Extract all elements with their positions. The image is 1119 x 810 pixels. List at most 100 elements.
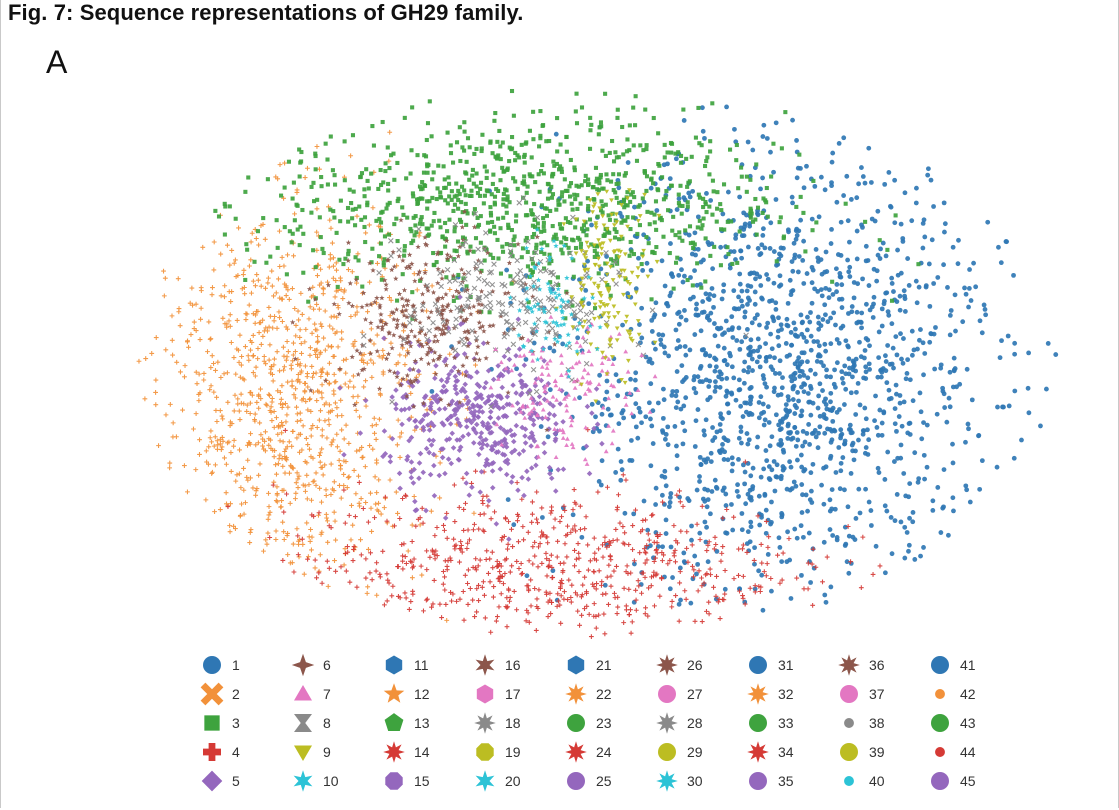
point-blue — [907, 481, 913, 486]
point-blue — [1005, 333, 1011, 339]
point-blue — [734, 338, 740, 343]
point-green — [640, 252, 645, 257]
point-blue — [673, 405, 679, 411]
point-brown — [422, 282, 429, 288]
point-red — [351, 547, 356, 552]
point-orange — [245, 353, 251, 359]
point-purple — [471, 416, 477, 423]
point-gray — [577, 307, 584, 314]
point-orange — [354, 280, 359, 286]
point-blue — [681, 377, 687, 382]
point-blue — [763, 448, 769, 453]
point-blue — [844, 559, 850, 565]
point-red — [324, 558, 330, 564]
point-red — [498, 591, 504, 597]
point-red — [525, 529, 531, 535]
point-blue — [747, 386, 753, 392]
point-orange — [334, 329, 340, 335]
point-orange — [275, 424, 281, 430]
point-purple — [417, 450, 424, 457]
point-red — [510, 544, 515, 549]
point-green — [592, 248, 597, 254]
point-green — [530, 234, 535, 240]
point-blue — [726, 327, 732, 333]
point-orange — [279, 405, 285, 410]
point-green — [574, 91, 579, 96]
point-orange — [328, 461, 334, 467]
point-red — [314, 575, 319, 581]
point-orange — [218, 447, 224, 452]
point-blue — [997, 355, 1003, 361]
point-gray — [488, 269, 495, 275]
point-orange — [322, 462, 328, 468]
point-orange — [286, 297, 292, 302]
point-purple — [498, 395, 504, 401]
point-green — [328, 134, 333, 139]
point-orange — [318, 374, 324, 379]
point-orange — [212, 509, 217, 515]
point-blue — [761, 122, 767, 128]
point-red — [695, 588, 701, 594]
point-blue — [733, 235, 738, 241]
point-blue — [686, 190, 692, 196]
point-blue — [834, 337, 840, 342]
point-gray — [453, 316, 459, 323]
point-blue — [799, 464, 805, 470]
point-gray — [530, 366, 537, 373]
point-blue — [760, 373, 766, 378]
point-blue — [660, 428, 665, 434]
point-orange — [319, 464, 325, 470]
point-blue — [859, 222, 864, 228]
point-blue — [801, 373, 807, 378]
point-red — [549, 565, 555, 570]
point-green — [479, 146, 484, 151]
point-blue — [675, 399, 681, 405]
point-red — [623, 477, 629, 483]
point-orange — [256, 392, 262, 398]
point-orange — [173, 434, 179, 440]
point-purple — [462, 381, 468, 388]
point-blue — [780, 464, 786, 469]
point-red — [646, 537, 652, 543]
point-green — [559, 166, 564, 171]
point-green — [469, 188, 474, 193]
point-green — [213, 208, 218, 213]
point-red — [752, 589, 758, 595]
point-brown — [413, 376, 419, 383]
point-red — [558, 620, 564, 626]
point-purple — [457, 422, 463, 429]
point-blue — [688, 600, 694, 606]
point-orange — [304, 472, 310, 478]
point-gray — [401, 336, 407, 343]
point-blue — [805, 359, 810, 365]
point-blue — [760, 134, 766, 139]
point-blue — [765, 320, 771, 326]
point-green — [449, 197, 454, 202]
point-green — [410, 191, 415, 196]
point-green — [337, 257, 342, 262]
point-green — [677, 203, 682, 208]
point-brown — [404, 314, 410, 320]
point-blue — [793, 333, 799, 339]
point-purple — [521, 492, 527, 499]
point-orange — [409, 575, 415, 581]
cluster-green — [213, 88, 921, 321]
point-red — [524, 583, 530, 589]
point-blue — [921, 545, 926, 550]
point-orange — [136, 358, 142, 364]
point-blue — [882, 181, 888, 187]
point-brown — [443, 321, 450, 327]
point-gray — [389, 399, 395, 405]
point-purple — [426, 437, 433, 443]
point-blue — [672, 424, 678, 429]
point-blue — [667, 586, 673, 592]
point-blue — [714, 548, 720, 554]
point-green — [592, 306, 598, 311]
point-green — [589, 122, 594, 127]
point-green — [452, 225, 457, 230]
point-blue — [598, 266, 604, 272]
point-red — [449, 598, 454, 604]
point-red — [473, 468, 478, 474]
point-green — [644, 235, 649, 240]
point-orange — [272, 448, 278, 454]
